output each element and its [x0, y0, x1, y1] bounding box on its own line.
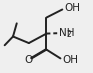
Text: O: O: [24, 55, 32, 65]
Text: OH: OH: [65, 3, 81, 13]
Text: NH: NH: [59, 28, 74, 38]
Text: OH: OH: [62, 55, 78, 65]
Text: 2: 2: [67, 30, 72, 39]
